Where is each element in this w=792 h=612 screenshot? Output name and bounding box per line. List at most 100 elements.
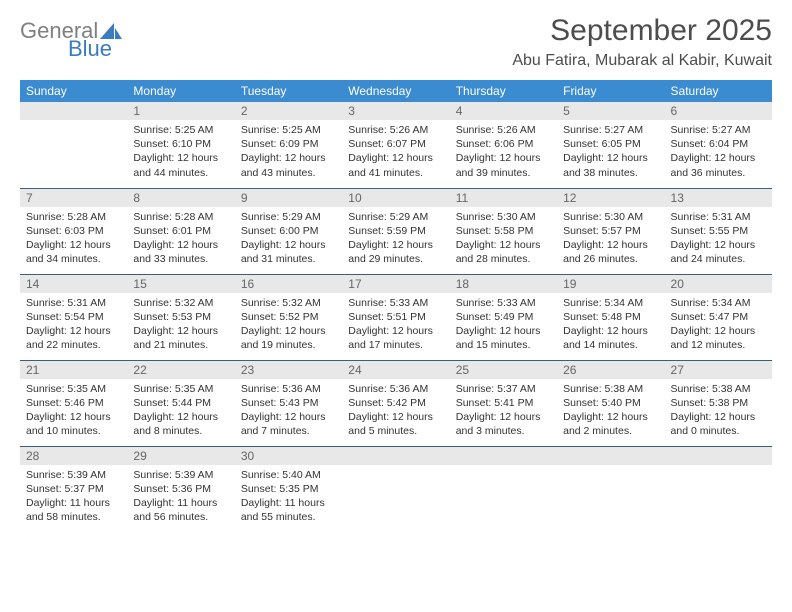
daylight-line: Daylight: 12 hours and 33 minutes. — [133, 238, 228, 266]
sunset-line: Sunset: 5:51 PM — [348, 310, 443, 324]
day-number: 28 — [20, 447, 127, 465]
sunrise-line: Sunrise: 5:25 AM — [133, 123, 228, 137]
sunrise-line: Sunrise: 5:25 AM — [241, 123, 336, 137]
day-details: Sunrise: 5:32 AMSunset: 5:53 PMDaylight:… — [127, 293, 234, 357]
daylight-line: Daylight: 12 hours and 10 minutes. — [26, 410, 121, 438]
calendar-cell: 28 Sunrise: 5:39 AMSunset: 5:37 PMDayligh… — [20, 446, 127, 532]
day-details: Sunrise: 5:28 AMSunset: 6:01 PMDaylight:… — [127, 207, 234, 271]
sunset-line: Sunset: 5:37 PM — [26, 482, 121, 496]
day-details: Sunrise: 5:30 AMSunset: 5:58 PMDaylight:… — [450, 207, 557, 271]
day-details: Sunrise: 5:27 AMSunset: 6:05 PMDaylight:… — [557, 120, 664, 184]
day-number: 23 — [235, 361, 342, 379]
day-number: 18 — [450, 275, 557, 293]
calendar-row: 1Sunrise: 5:25 AMSunset: 6:10 PMDaylight… — [20, 102, 772, 188]
sunrise-line: Sunrise: 5:30 AM — [456, 210, 551, 224]
day-details: Sunrise: 5:33 AMSunset: 5:49 PMDaylight:… — [450, 293, 557, 357]
day-details: Sunrise: 5:25 AMSunset: 6:09 PMDaylight:… — [235, 120, 342, 184]
calendar-cell: 1Sunrise: 5:25 AMSunset: 6:10 PMDaylight… — [127, 102, 234, 188]
sunset-line: Sunset: 6:04 PM — [671, 137, 766, 151]
sunset-line: Sunset: 5:59 PM — [348, 224, 443, 238]
day-number: 20 — [665, 275, 772, 293]
daylight-line: Daylight: 12 hours and 15 minutes. — [456, 324, 551, 352]
calendar-cell: 2Sunrise: 5:25 AMSunset: 6:09 PMDaylight… — [235, 102, 342, 188]
calendar-row: 7Sunrise: 5:28 AMSunset: 6:03 PMDaylight… — [20, 188, 772, 274]
calendar-cell — [665, 446, 772, 532]
calendar-cell: 24Sunrise: 5:36 AMSunset: 5:42 PMDayligh… — [342, 360, 449, 446]
sunrise-line: Sunrise: 5:26 AM — [348, 123, 443, 137]
daylight-line: Daylight: 12 hours and 14 minutes. — [563, 324, 658, 352]
daylight-line: Daylight: 12 hours and 12 minutes. — [671, 324, 766, 352]
day-details: Sunrise: 5:34 AMSunset: 5:48 PMDaylight:… — [557, 293, 664, 357]
calendar-cell: 12Sunrise: 5:30 AMSunset: 5:57 PMDayligh… — [557, 188, 664, 274]
sunrise-line: Sunrise: 5:39 AM — [26, 468, 121, 482]
weekday-header: Thursday — [450, 80, 557, 102]
day-details: Sunrise: 5:31 AMSunset: 5:55 PMDaylight:… — [665, 207, 772, 271]
sunset-line: Sunset: 5:46 PM — [26, 396, 121, 410]
daylight-line: Daylight: 12 hours and 44 minutes. — [133, 151, 228, 179]
sunrise-line: Sunrise: 5:31 AM — [26, 296, 121, 310]
day-number: 7 — [20, 189, 127, 207]
day-details: Sunrise: 5:36 AMSunset: 5:43 PMDaylight:… — [235, 379, 342, 443]
daylight-line: Daylight: 11 hours and 58 minutes. — [26, 496, 121, 524]
daylight-line: Daylight: 12 hours and 24 minutes. — [671, 238, 766, 266]
daylight-line: Daylight: 12 hours and 26 minutes. — [563, 238, 658, 266]
calendar-cell: 18Sunrise: 5:33 AMSunset: 5:49 PMDayligh… — [450, 274, 557, 360]
sunrise-line: Sunrise: 5:31 AM — [671, 210, 766, 224]
sunrise-line: Sunrise: 5:27 AM — [563, 123, 658, 137]
sunrise-line: Sunrise: 5:28 AM — [133, 210, 228, 224]
sunset-line: Sunset: 5:57 PM — [563, 224, 658, 238]
calendar-table: Sunday Monday Tuesday Wednesday Thursday… — [20, 80, 772, 532]
sunrise-line: Sunrise: 5:36 AM — [348, 382, 443, 396]
sunset-line: Sunset: 5:53 PM — [133, 310, 228, 324]
day-number: 19 — [557, 275, 664, 293]
day-details: Sunrise: 5:35 AMSunset: 5:44 PMDaylight:… — [127, 379, 234, 443]
day-details: Sunrise: 5:29 AMSunset: 5:59 PMDaylight:… — [342, 207, 449, 271]
day-details: Sunrise: 5:28 AMSunset: 6:03 PMDaylight:… — [20, 207, 127, 271]
daylight-line: Daylight: 12 hours and 0 minutes. — [671, 410, 766, 438]
sunset-line: Sunset: 6:10 PM — [133, 137, 228, 151]
day-number: 27 — [665, 361, 772, 379]
day-number: 11 — [450, 189, 557, 207]
calendar-row: 21Sunrise: 5:35 AMSunset: 5:46 PMDayligh… — [20, 360, 772, 446]
day-details: Sunrise: 5:38 AMSunset: 5:40 PMDaylight:… — [557, 379, 664, 443]
sunset-line: Sunset: 6:01 PM — [133, 224, 228, 238]
weekday-header: Tuesday — [235, 80, 342, 102]
sunset-line: Sunset: 5:52 PM — [241, 310, 336, 324]
weekday-header: Saturday — [665, 80, 772, 102]
calendar-cell: 3Sunrise: 5:26 AMSunset: 6:07 PMDaylight… — [342, 102, 449, 188]
day-details: Sunrise: 5:29 AMSunset: 6:00 PMDaylight:… — [235, 207, 342, 271]
sunset-line: Sunset: 5:41 PM — [456, 396, 551, 410]
sunset-line: Sunset: 6:06 PM — [456, 137, 551, 151]
day-details: Sunrise: 5:36 AMSunset: 5:42 PMDaylight:… — [342, 379, 449, 443]
sunset-line: Sunset: 5:47 PM — [671, 310, 766, 324]
calendar-cell — [20, 102, 127, 188]
day-number: 1 — [127, 102, 234, 120]
calendar-cell: 30Sunrise: 5:40 AMSunset: 5:35 PMDayligh… — [235, 446, 342, 532]
sunset-line: Sunset: 5:40 PM — [563, 396, 658, 410]
day-number: 8 — [127, 189, 234, 207]
page-title: September 2025 — [512, 14, 772, 48]
sunrise-line: Sunrise: 5:32 AM — [133, 296, 228, 310]
header: General Blue September 2025 Abu Fatira, … — [20, 14, 772, 70]
sunset-line: Sunset: 5:38 PM — [671, 396, 766, 410]
day-number: 10 — [342, 189, 449, 207]
sunset-line: Sunset: 5:43 PM — [241, 396, 336, 410]
daylight-line: Daylight: 12 hours and 34 minutes. — [26, 238, 121, 266]
sunset-line: Sunset: 5:58 PM — [456, 224, 551, 238]
daylight-line: Daylight: 12 hours and 2 minutes. — [563, 410, 658, 438]
sunset-line: Sunset: 6:07 PM — [348, 137, 443, 151]
day-number: 30 — [235, 447, 342, 465]
sunset-line: Sunset: 5:36 PM — [133, 482, 228, 496]
day-details: Sunrise: 5:25 AMSunset: 6:10 PMDaylight:… — [127, 120, 234, 184]
sunrise-line: Sunrise: 5:40 AM — [241, 468, 336, 482]
day-details: Sunrise: 5:30 AMSunset: 5:57 PMDaylight:… — [557, 207, 664, 271]
weekday-header: Monday — [127, 80, 234, 102]
calendar-cell: 4Sunrise: 5:26 AMSunset: 6:06 PMDaylight… — [450, 102, 557, 188]
sunset-line: Sunset: 5:48 PM — [563, 310, 658, 324]
day-number: 14 — [20, 275, 127, 293]
day-number: 29 — [127, 447, 234, 465]
sunrise-line: Sunrise: 5:28 AM — [26, 210, 121, 224]
calendar-cell: 14Sunrise: 5:31 AMSunset: 5:54 PMDayligh… — [20, 274, 127, 360]
sunrise-line: Sunrise: 5:32 AM — [241, 296, 336, 310]
title-block: September 2025 Abu Fatira, Mubarak al Ka… — [512, 14, 772, 70]
